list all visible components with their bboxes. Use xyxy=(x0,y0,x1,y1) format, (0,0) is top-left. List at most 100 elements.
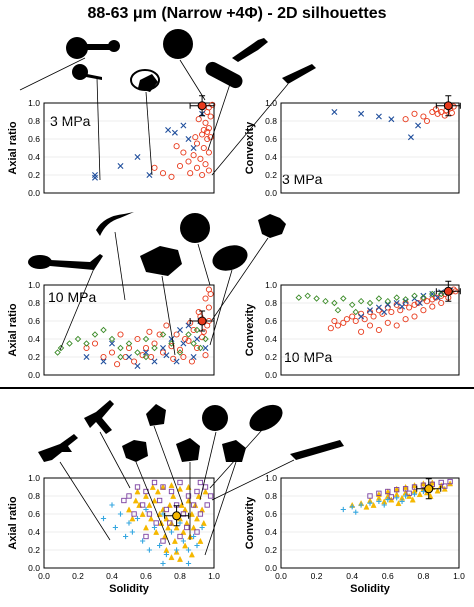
series-diamond xyxy=(295,288,454,316)
data-point xyxy=(185,493,192,499)
y-tick-label: 0.6 xyxy=(28,316,40,326)
data-point xyxy=(340,506,346,513)
data-point xyxy=(185,560,192,567)
data-point xyxy=(193,344,201,352)
data-point xyxy=(402,299,409,307)
data-point xyxy=(146,328,153,335)
data-point xyxy=(178,501,185,508)
data-point xyxy=(177,327,183,333)
data-point xyxy=(438,479,444,486)
data-point xyxy=(448,109,455,116)
data-point xyxy=(197,479,204,486)
y-tick-label: 0.4 xyxy=(28,334,40,344)
data-point xyxy=(416,300,423,306)
y-tick-label: 0.6 xyxy=(265,134,277,144)
mean-marker xyxy=(172,511,182,521)
data-point xyxy=(207,134,214,141)
data-point xyxy=(429,291,436,297)
data-point xyxy=(142,353,150,361)
data-point xyxy=(429,108,436,116)
data-point xyxy=(126,520,132,526)
round-grain-icon xyxy=(180,213,210,243)
data-point xyxy=(434,294,441,301)
data-point xyxy=(134,484,141,490)
data-point xyxy=(168,173,175,180)
data-point xyxy=(151,358,158,365)
data-point xyxy=(415,122,422,129)
data-point xyxy=(171,537,178,544)
data-point xyxy=(195,308,202,316)
data-point xyxy=(131,511,137,517)
scatter-plot-1: 0.0 0.2 0.4 0.6 0.8 1.0 Axial ratio xyxy=(7,95,216,198)
y-tick-label: 0.8 xyxy=(28,298,40,308)
data-point xyxy=(173,331,180,338)
data-point xyxy=(381,309,388,315)
data-point xyxy=(176,349,184,356)
data-point xyxy=(146,511,153,517)
data-point xyxy=(209,101,216,108)
data-point xyxy=(375,113,382,120)
data-point xyxy=(420,292,427,299)
plot-frame xyxy=(43,102,215,194)
data-point xyxy=(403,493,409,499)
data-point xyxy=(126,493,132,499)
data-point xyxy=(143,349,149,356)
data-point xyxy=(156,331,163,338)
data-point xyxy=(394,495,400,501)
series-circle xyxy=(327,286,459,335)
data-point xyxy=(160,484,166,490)
y-tick-label: 0.2 xyxy=(28,352,40,362)
data-point xyxy=(349,504,355,510)
x-tick-label: 0.8 xyxy=(174,571,186,581)
y-axis-label: Axial ratio xyxy=(7,121,19,174)
x-axis-label: Solidity xyxy=(109,583,150,595)
y-tick-label: 0.2 xyxy=(265,545,277,555)
data-point xyxy=(109,502,115,508)
y-tick-label: 1.0 xyxy=(265,473,277,483)
data-point xyxy=(441,485,448,492)
mean-marker xyxy=(443,286,453,296)
data-point xyxy=(367,307,373,314)
data-point xyxy=(393,485,400,492)
data-point xyxy=(202,345,209,351)
y-axis-label: Convexity xyxy=(244,121,256,174)
data-point xyxy=(199,171,206,179)
data-point xyxy=(160,345,166,351)
data-point xyxy=(340,319,347,326)
data-point xyxy=(358,313,365,320)
data-point xyxy=(168,529,175,535)
leader-lines xyxy=(19,57,295,556)
rod-grain-icon xyxy=(290,440,344,460)
data-point xyxy=(379,310,386,317)
data-point xyxy=(159,349,167,356)
data-point xyxy=(192,134,199,141)
series-plus xyxy=(100,502,205,567)
data-point xyxy=(411,313,418,320)
y-tick-label: 0.0 xyxy=(265,563,277,573)
data-point xyxy=(117,331,124,338)
data-point xyxy=(176,346,184,353)
data-point xyxy=(348,301,356,309)
data-point xyxy=(434,487,441,494)
data-point xyxy=(411,301,418,308)
data-point xyxy=(100,353,107,361)
round-grain-icon xyxy=(202,405,228,431)
data-point xyxy=(185,158,192,165)
flake-grain-icon xyxy=(232,38,268,62)
data-point xyxy=(117,163,124,169)
data-point xyxy=(205,125,212,132)
data-point xyxy=(195,492,202,499)
data-point xyxy=(121,497,127,504)
data-point xyxy=(74,335,82,343)
data-point xyxy=(358,310,365,317)
data-point xyxy=(146,501,153,508)
data-point xyxy=(173,143,180,150)
y-tick-label: 0.2 xyxy=(265,170,277,180)
y-tick-label: 1.0 xyxy=(28,473,40,483)
data-point xyxy=(160,538,166,544)
data-point xyxy=(420,482,427,488)
mean-marker xyxy=(197,101,207,111)
silhouettes-row-3mpa xyxy=(66,29,316,92)
blocky-grain-icon xyxy=(140,246,182,276)
